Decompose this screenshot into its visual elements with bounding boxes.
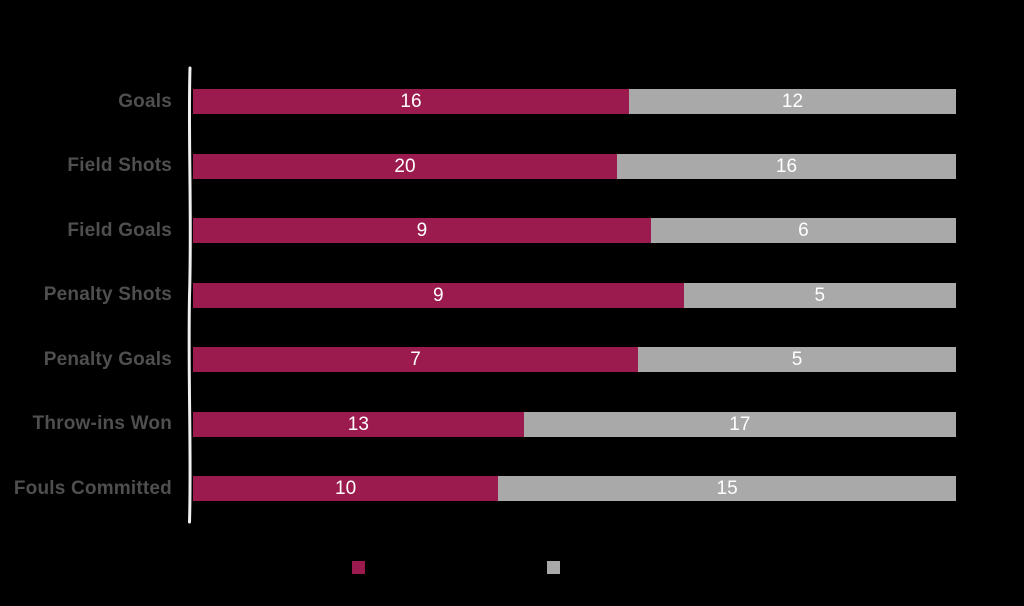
legend-swatch-series2 — [547, 561, 560, 574]
category-label: Fouls Committed — [13, 477, 172, 499]
legend — [0, 561, 1024, 575]
value-label: 16 — [400, 91, 422, 112]
category-label: Throw-ins Won — [32, 413, 172, 434]
bar-segment-series1: 20 — [193, 153, 617, 179]
bar-row: Field Goals 9 6 — [0, 218, 956, 243]
value-label: 9 — [416, 220, 428, 241]
bar-row: Penalty Goals 7 5 — [0, 347, 956, 372]
bar-segment-series2: 5 — [683, 282, 956, 308]
value-label: 20 — [394, 155, 416, 177]
bar-segment-series2: 17 — [523, 411, 956, 437]
bar-segment-series1: 9 — [193, 218, 651, 243]
bar-segment-series2: 16 — [616, 153, 956, 179]
bar-row: Goals 16 12 — [0, 89, 956, 114]
legend-swatch-series1 — [352, 561, 365, 574]
value-label: 6 — [798, 220, 809, 241]
bar-segment-series1: 9 — [193, 282, 684, 308]
stacked-bar: 10 15 — [193, 476, 956, 501]
value-label: 13 — [347, 413, 369, 435]
category-label: Penalty Goals — [43, 348, 172, 370]
category-label: Field Goals — [67, 219, 172, 241]
value-label: 9 — [432, 284, 444, 306]
bar-segment-series1: 10 — [193, 476, 499, 501]
bar-segment-series1: 16 — [193, 89, 629, 114]
category-label: Field Shots — [67, 155, 172, 176]
bar-row: Fouls Committed 10 15 — [0, 476, 956, 501]
bar-row: Penalty Shots 9 5 — [0, 282, 956, 308]
value-label: 5 — [814, 284, 826, 306]
stacked-bar: 13 17 — [193, 411, 956, 437]
value-label: 15 — [716, 478, 738, 499]
stacked-bar: 16 12 — [193, 89, 956, 114]
axis-gap — [172, 218, 193, 243]
value-label: 5 — [791, 349, 803, 370]
category-label: Goals — [118, 90, 172, 112]
bar-segment-series2: 15 — [498, 476, 956, 501]
value-label: 12 — [781, 91, 804, 112]
stacked-bar: 9 6 — [193, 218, 956, 243]
value-label: 16 — [775, 155, 798, 177]
bar-segment-series1: 7 — [193, 347, 639, 372]
bar-segment-series1: 13 — [193, 411, 524, 437]
y-axis-line — [187, 66, 192, 524]
axis-gap — [172, 154, 193, 179]
category-label: Penalty Shots — [43, 284, 172, 305]
axis-gap — [172, 89, 193, 114]
stacked-bar: 9 5 — [193, 282, 956, 308]
bar-row: Throw-ins Won 13 17 — [0, 411, 956, 437]
axis-gap — [172, 283, 193, 308]
bar-segment-series2: 6 — [650, 218, 956, 243]
value-label: 10 — [335, 478, 357, 499]
axis-gap — [172, 412, 193, 437]
bar-segment-series2: 12 — [629, 89, 956, 114]
stacked-bar: 7 5 — [193, 347, 956, 372]
value-label: 7 — [410, 349, 421, 370]
bar-segment-series2: 5 — [638, 347, 956, 372]
axis-gap — [172, 476, 193, 501]
axis-gap — [172, 347, 193, 372]
value-label: 17 — [729, 413, 751, 435]
bar-row: Field Shots 20 16 — [0, 153, 956, 179]
stacked-bar: 20 16 — [193, 153, 956, 179]
